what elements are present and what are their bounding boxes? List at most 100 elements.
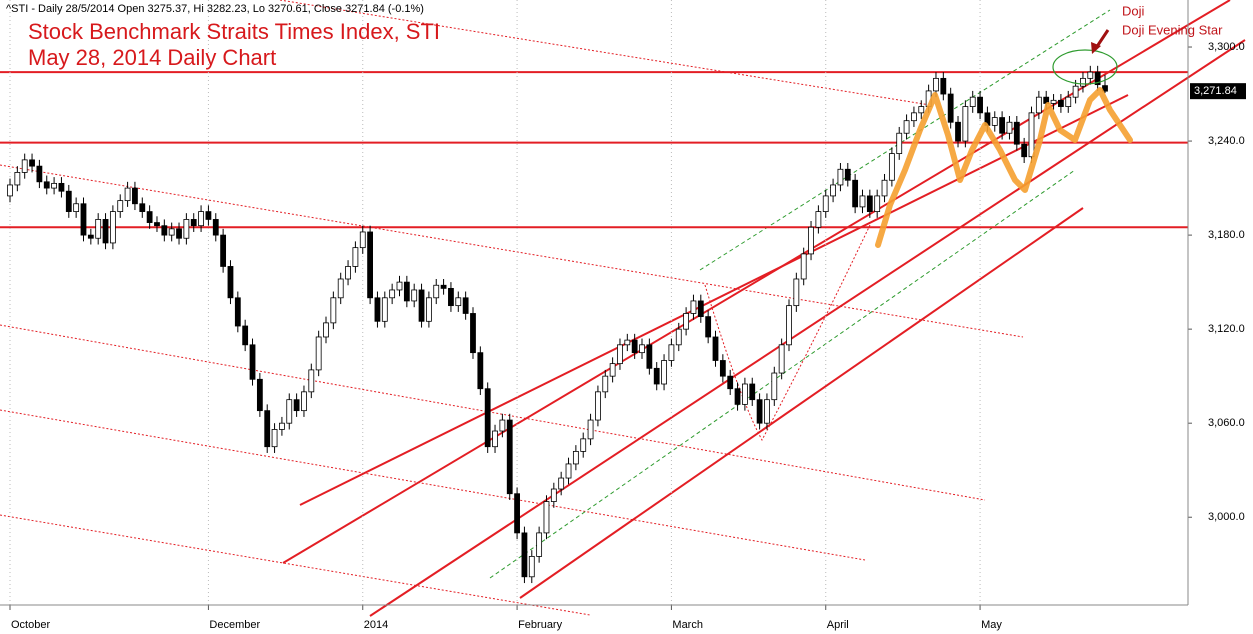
y-tick-label: 3,180.0 — [1208, 229, 1245, 241]
candle-body — [624, 339, 631, 346]
candle-body — [440, 284, 447, 289]
candle-body — [51, 182, 57, 189]
candle-body — [1065, 96, 1072, 107]
x-tick-label: March — [672, 619, 703, 631]
candle-body — [866, 195, 873, 212]
candle-body — [558, 477, 565, 490]
candle-body — [911, 112, 917, 122]
candle-body — [80, 203, 87, 236]
x-tick-label: April — [827, 619, 849, 631]
candle-body — [896, 132, 903, 155]
candle-body — [1087, 71, 1094, 79]
candle-body — [690, 300, 697, 314]
candle-body — [697, 300, 704, 318]
dotted-curve — [704, 224, 871, 442]
candle-body — [639, 344, 645, 354]
candle-body — [734, 388, 741, 405]
candle-body — [43, 181, 50, 189]
candle-body — [95, 219, 102, 239]
candle-body — [786, 305, 792, 346]
candle-body — [764, 399, 770, 424]
candle-body — [301, 391, 307, 412]
candle-body — [367, 231, 374, 299]
candle-body — [29, 159, 35, 167]
candle-body — [220, 234, 227, 267]
candle-body — [448, 287, 454, 307]
last-price-label: 3,271.84 — [1194, 85, 1237, 97]
candle-body — [279, 422, 285, 430]
candle-body — [793, 278, 800, 307]
candle-body — [808, 226, 814, 255]
candle-body — [345, 266, 351, 280]
dotted-trendlines — [0, 0, 1024, 616]
candle-body — [756, 399, 763, 424]
candle-body — [719, 360, 726, 377]
candle-body — [1080, 77, 1086, 87]
candle-body — [492, 430, 498, 448]
candle-body — [602, 375, 609, 393]
y-tick-label: 3,060.0 — [1208, 417, 1245, 429]
candle-body — [940, 77, 947, 95]
candle-body — [587, 419, 594, 440]
candle-body — [668, 344, 675, 361]
candle-body — [212, 219, 219, 236]
candle-body — [198, 211, 204, 227]
candle-body — [514, 493, 520, 534]
arrow-head — [1091, 42, 1101, 54]
candle-body — [675, 328, 682, 346]
candle-body — [1035, 96, 1042, 114]
candle-body — [521, 532, 528, 578]
x-tick-label: May — [981, 619, 1002, 631]
candle-body — [315, 336, 322, 371]
chart-subtitle: May 28, 2014 Daily Chart — [28, 45, 276, 70]
candle-body — [778, 344, 785, 374]
candle-body — [653, 367, 660, 385]
y-tick-label: 3,120.0 — [1208, 323, 1245, 335]
candle-body — [109, 211, 116, 244]
candle-body — [499, 419, 506, 432]
candle-body — [572, 450, 579, 465]
candle-body — [800, 253, 807, 280]
candle-body — [455, 297, 462, 307]
candle-body — [991, 117, 998, 126]
candle-body — [771, 372, 778, 401]
candle-body — [888, 153, 895, 181]
annotation: Doji — [1122, 3, 1145, 18]
candle-body — [955, 121, 961, 142]
candle-body — [396, 281, 403, 291]
candle-body — [741, 383, 748, 405]
levels — [0, 71, 1188, 229]
candle-body — [933, 77, 939, 92]
candle-body — [14, 172, 21, 186]
candle-body — [918, 106, 925, 114]
candle-body — [176, 228, 182, 239]
candle-body — [609, 363, 616, 377]
candle-body — [550, 488, 557, 502]
candle-body — [1021, 143, 1028, 158]
candle-body — [323, 322, 329, 338]
y-tick-label: 3,300.0 — [1208, 41, 1245, 53]
candle-body — [65, 190, 72, 212]
candle-body — [830, 184, 836, 197]
candle-body — [286, 399, 293, 424]
x-tick-label: December — [209, 619, 260, 631]
candle-body — [146, 211, 153, 223]
candle-body — [749, 383, 756, 401]
channel-line — [299, 94, 1129, 506]
candle-body — [190, 219, 197, 227]
candle-body — [154, 222, 160, 227]
candle-body — [528, 556, 535, 578]
candle-body — [683, 313, 690, 330]
candle-body — [661, 360, 667, 385]
candle-body — [403, 281, 410, 302]
candle-body — [102, 219, 109, 244]
last-price-box — [1190, 83, 1246, 100]
candle-body — [595, 391, 601, 421]
dotted-line — [0, 324, 986, 501]
candle-body — [1058, 99, 1064, 107]
candle-body — [903, 120, 910, 134]
candle-body — [264, 410, 271, 448]
candle-body — [389, 289, 396, 299]
candle-body — [183, 219, 190, 239]
